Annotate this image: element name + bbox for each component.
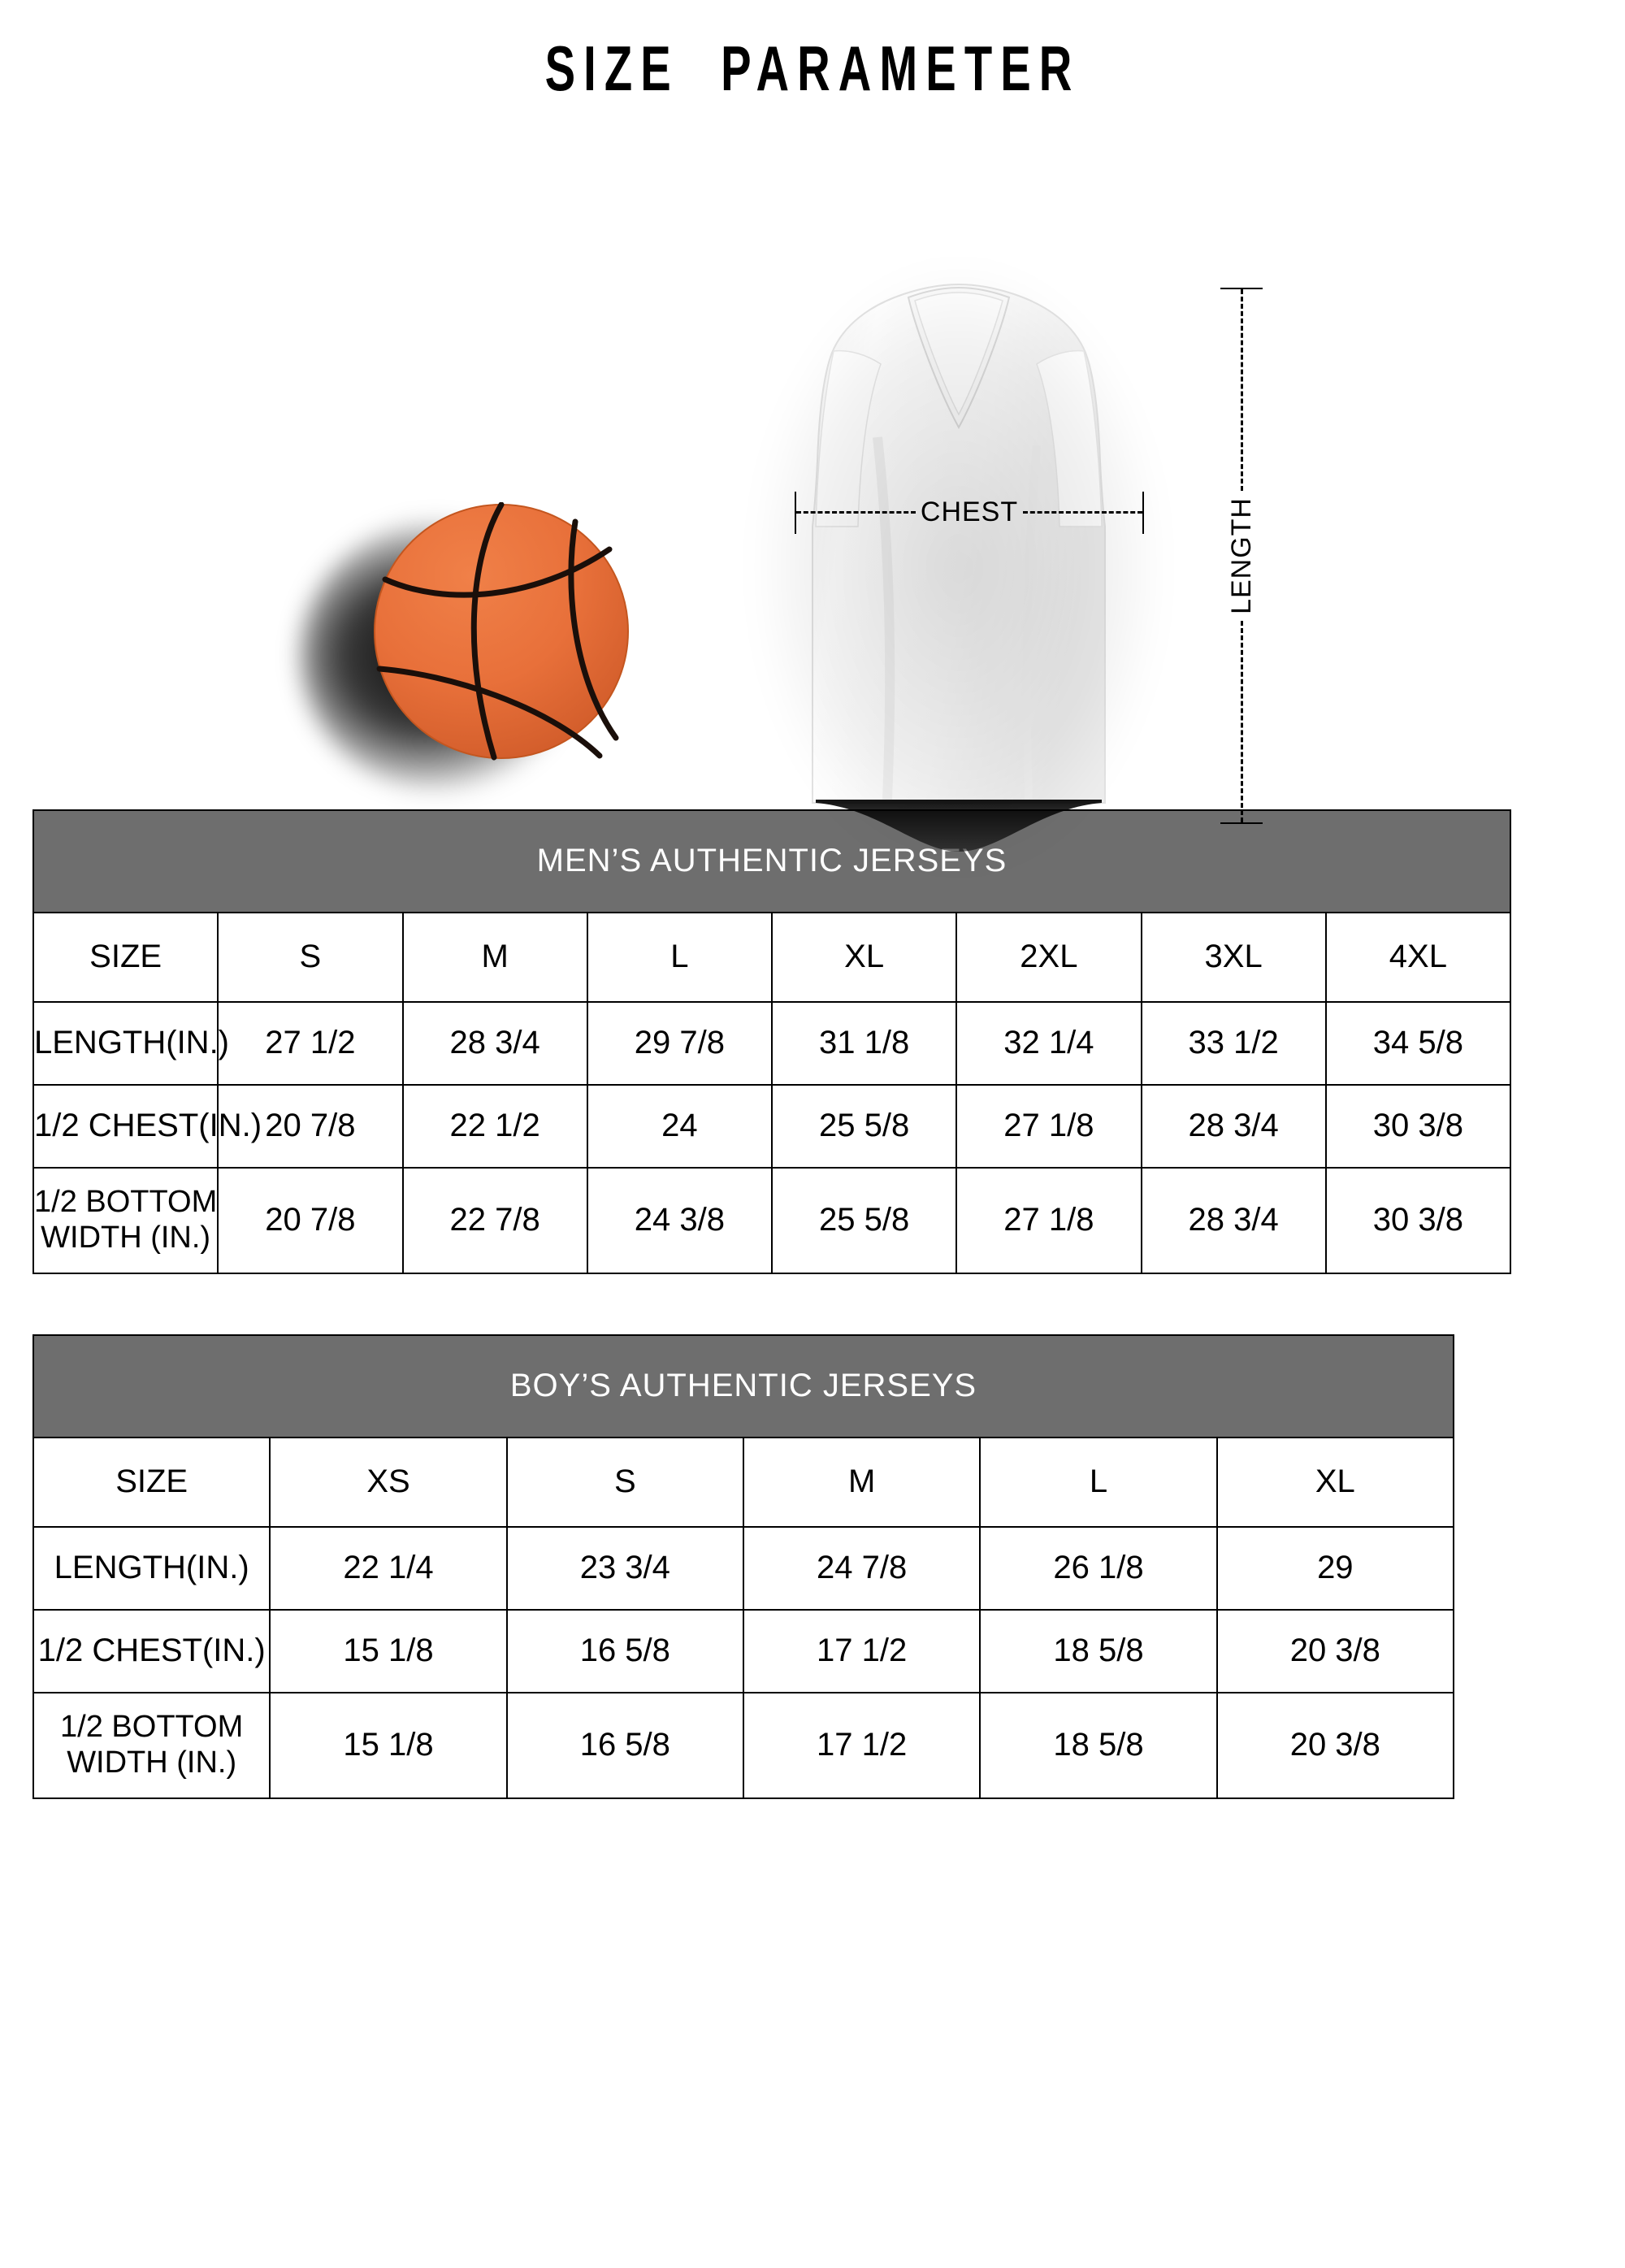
table-banner-row: BOY’S AUTHENTIC JERSEYS [32,1333,1454,1438]
boys-size-table-block: BOY’S AUTHENTIC JERSEYS SIZE XS S M L XL… [32,1333,1455,1799]
cell-bottom-width-m: 22 7/8 [401,1166,588,1274]
jersey-illustration [756,266,1162,868]
cell-half-chest-s: 16 5/8 [505,1608,744,1693]
basketball-icon [374,501,629,761]
table-header-row: SIZE S M L XL 2XL 3XL 4XL [32,911,1512,1003]
table-row: 1/2 CHEST(IN.) 20 7/8 22 1/2 24 25 5/8 2… [32,1083,1512,1169]
row-label-line2: WIDTH (IN.) [41,1220,211,1255]
cell-bottom-width-xs: 15 1/8 [269,1691,508,1799]
length-cap-top [1220,287,1263,289]
row-label-line1: 1/2 BOTTOM [34,1185,218,1220]
table-row: LENGTH(IN.) 27 1/2 28 3/4 29 7/8 31 1/8 … [32,1000,1512,1086]
chest-dimension: CHEST [795,491,1145,534]
cell-length-l: 26 1/8 [979,1525,1218,1611]
column-header-l: L [586,911,774,1003]
row-label-half-bottom-width: 1/2 BOTTOM WIDTH (IN.) [32,1166,219,1274]
cell-half-chest-4xl: 30 3/8 [1324,1083,1512,1169]
cell-length-xl: 31 1/8 [770,1000,958,1086]
cell-half-chest-xl: 25 5/8 [770,1083,958,1169]
column-header-xl: XL [1216,1436,1455,1528]
row-label-line2: WIDTH (IN.) [67,1745,237,1780]
cell-bottom-width-4xl: 30 3/8 [1324,1166,1512,1274]
mens-table-banner: MEN’S AUTHENTIC JERSEYS [32,809,1511,913]
cell-bottom-width-l: 18 5/8 [979,1691,1218,1799]
column-header-s: S [505,1436,744,1528]
cell-half-chest-l: 24 [586,1083,774,1169]
cell-length-s: 23 3/4 [505,1525,744,1611]
cell-length-3xl: 33 1/2 [1140,1000,1327,1086]
cell-half-chest-m: 17 1/2 [742,1608,982,1693]
table-banner-row: MEN’S AUTHENTIC JERSEYS [32,809,1511,913]
cell-half-chest-xs: 15 1/8 [269,1608,508,1693]
cell-half-chest-3xl: 28 3/4 [1140,1083,1327,1169]
chest-cap-right [1142,491,1145,534]
table-row: 1/2 BOTTOM WIDTH (IN.) 15 1/8 16 5/8 17 … [32,1691,1455,1799]
column-header-s: S [217,911,404,1003]
cell-half-chest-m: 22 1/2 [401,1083,588,1169]
cell-bottom-width-xl: 25 5/8 [770,1166,958,1274]
length-label: LENGTH [1225,497,1257,614]
row-label-half-chest: 1/2 CHEST(IN.) [32,1608,271,1693]
column-header-3xl: 3XL [1140,911,1327,1003]
column-header-m: M [401,911,588,1003]
column-header-4xl: 4XL [1324,911,1512,1003]
row-label-half-chest: 1/2 CHEST(IN.) [32,1083,262,1169]
cell-half-chest-l: 18 5/8 [979,1608,1218,1693]
measurement-illustration: CHEST LENGTH [0,102,1625,868]
chest-dashed-line-left [796,511,916,514]
page-title: SIZE PARAMETER [544,33,1081,104]
cell-bottom-width-xl: 20 3/8 [1216,1691,1455,1799]
length-dashed-line-bottom [1240,620,1243,822]
mens-size-table: MEN’S AUTHENTIC JERSEYS SIZE S M L XL 2X… [32,809,1512,1274]
cell-bottom-width-l: 24 3/8 [586,1166,774,1274]
cell-length-4xl: 34 5/8 [1324,1000,1512,1086]
cell-length-s: 27 1/2 [217,1000,404,1086]
cell-length-l: 29 7/8 [586,1000,774,1086]
column-header-xs: XS [269,1436,508,1528]
row-label-length: LENGTH(IN.) [32,1525,271,1611]
row-label-line1: 1/2 BOTTOM [60,1710,244,1745]
boys-table-banner: BOY’S AUTHENTIC JERSEYS [32,1333,1454,1438]
jersey-icon [812,283,1106,852]
column-header-2xl: 2XL [956,911,1142,1003]
cell-bottom-width-3xl: 28 3/4 [1140,1166,1327,1274]
chest-dashed-line-right [1023,511,1143,514]
table-row: LENGTH(IN.) 22 1/4 23 3/4 24 7/8 26 1/8 … [32,1525,1455,1611]
cell-bottom-width-s: 16 5/8 [505,1691,744,1799]
length-dimension: LENGTH [1220,287,1263,824]
chest-label: CHEST [920,497,1019,528]
table-row: 1/2 CHEST(IN.) 15 1/8 16 5/8 17 1/2 18 5… [32,1608,1455,1693]
boys-size-table: BOY’S AUTHENTIC JERSEYS SIZE XS S M L XL… [32,1333,1455,1799]
cell-bottom-width-2xl: 27 1/8 [956,1166,1142,1274]
mens-size-table-block: MEN’S AUTHENTIC JERSEYS SIZE S M L XL 2X… [32,809,1512,1274]
cell-half-chest-s: 20 7/8 [217,1083,404,1169]
row-label-length: LENGTH(IN.) [32,1000,229,1086]
jersey-soft-shadow [756,266,1162,868]
column-header-m: M [742,1436,982,1528]
table-header-row: SIZE XS S M L XL [32,1436,1455,1528]
cell-length-xl: 29 [1216,1525,1455,1611]
cell-bottom-width-s: 20 7/8 [217,1166,404,1274]
column-header-size: SIZE [32,911,219,1003]
column-header-size: SIZE [32,1436,271,1528]
cell-length-m: 24 7/8 [742,1525,982,1611]
column-header-l: L [979,1436,1218,1528]
cell-half-chest-2xl: 27 1/8 [956,1083,1142,1169]
cell-half-chest-xl: 20 3/8 [1216,1608,1455,1693]
cell-bottom-width-m: 17 1/2 [742,1691,982,1799]
cell-length-xs: 22 1/4 [269,1525,508,1611]
table-row: 1/2 BOTTOM WIDTH (IN.) 20 7/8 22 7/8 24 … [32,1166,1512,1274]
chest-cap-left [795,491,796,534]
cell-length-2xl: 32 1/4 [956,1000,1142,1086]
row-label-half-bottom-width: 1/2 BOTTOM WIDTH (IN.) [32,1691,271,1799]
cell-length-m: 28 3/4 [401,1000,588,1086]
column-header-xl: XL [770,911,958,1003]
length-cap-bottom [1220,822,1263,824]
length-dashed-line-top [1240,288,1243,491]
basketball-illustration [301,501,632,795]
